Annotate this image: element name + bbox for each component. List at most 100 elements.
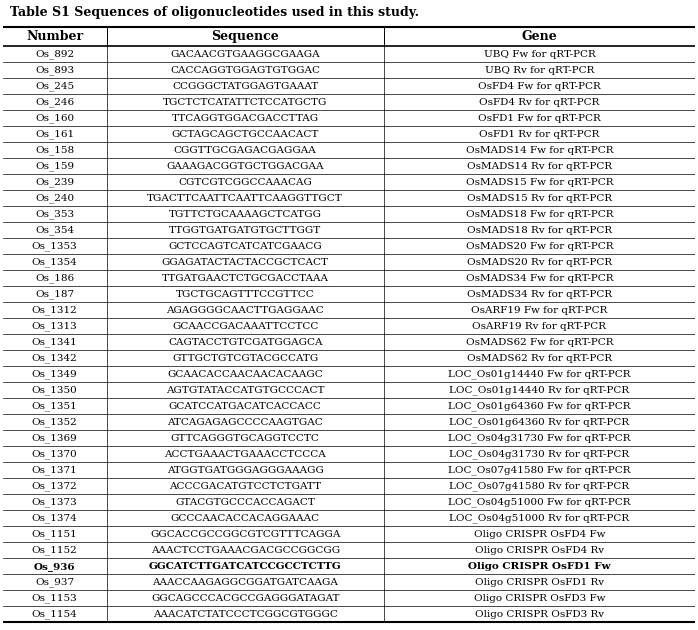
Text: Os_1313: Os_1313 (32, 321, 77, 331)
Text: LOC_Os01g64360 Rv for qRT-PCR: LOC_Os01g64360 Rv for qRT-PCR (450, 418, 630, 427)
Text: AGTGTATACCATGTGCCCACT: AGTGTATACCATGTGCCCACT (166, 386, 325, 395)
Text: Os_1342: Os_1342 (32, 353, 77, 363)
Text: Os_246: Os_246 (35, 97, 74, 107)
Text: GTACGTGCCCACCAGACT: GTACGTGCCCACCAGACT (175, 498, 315, 507)
Text: Oligo CRISPR OsFD1 Rv: Oligo CRISPR OsFD1 Rv (475, 578, 604, 587)
Text: GCATCCATGACATCACCACC: GCATCCATGACATCACCACC (169, 402, 322, 411)
Text: CGTCGTCGGCCAAACAG: CGTCGTCGGCCAAACAG (178, 178, 312, 186)
Text: GCAACCGACAAATTCCTCC: GCAACCGACAAATTCCTCC (172, 322, 318, 331)
Text: UBQ Rv for qRT-PCR: UBQ Rv for qRT-PCR (484, 66, 594, 74)
Text: Os_160: Os_160 (35, 113, 74, 123)
Text: AAACCAAGAGGCGGATGATCAAGA: AAACCAAGAGGCGGATGATCAAGA (152, 578, 338, 587)
Text: OsMADS15 Rv for qRT-PCR: OsMADS15 Rv for qRT-PCR (467, 193, 612, 203)
Text: ACCTGAAACTGAAACCTCCCA: ACCTGAAACTGAAACCTCCCA (164, 450, 326, 459)
Text: OsFD4 Rv for qRT-PCR: OsFD4 Rv for qRT-PCR (480, 98, 600, 106)
Text: UBQ Fw for qRT-PCR: UBQ Fw for qRT-PCR (484, 50, 595, 59)
Text: Oligo CRISPR OsFD3 Rv: Oligo CRISPR OsFD3 Rv (475, 610, 604, 619)
Text: Os_1372: Os_1372 (32, 481, 77, 491)
Text: LOC_Os04g51000 Rv for qRT-PCR: LOC_Os04g51000 Rv for qRT-PCR (450, 513, 630, 523)
Text: Os_1152: Os_1152 (32, 546, 77, 555)
Text: TTGGTGATGATGTGCTTGGT: TTGGTGATGATGTGCTTGGT (169, 226, 321, 234)
Text: CAGTACCTGTCGATGGAGCA: CAGTACCTGTCGATGGAGCA (168, 338, 322, 346)
Text: Os_1371: Os_1371 (32, 466, 77, 475)
Text: AAACTCCTGAAACGACGCCGGCGG: AAACTCCTGAAACGACGCCGGCGG (151, 546, 340, 555)
Text: OsMADS34 Fw for qRT-PCR: OsMADS34 Fw for qRT-PCR (466, 273, 613, 283)
Text: Os_1349: Os_1349 (32, 369, 77, 379)
Text: Table S1 Sequences of oligonucleotides used in this study.: Table S1 Sequences of oligonucleotides u… (10, 6, 419, 19)
Text: OsMADS34 Rv for qRT-PCR: OsMADS34 Rv for qRT-PCR (467, 290, 612, 299)
Text: Os_1374: Os_1374 (32, 513, 77, 523)
Text: GGCAGCCCACGCCGAGGGATAGAT: GGCAGCCCACGCCGAGGGATAGAT (151, 594, 339, 603)
Text: GCTCCAGTCATCATCGAACG: GCTCCAGTCATCATCGAACG (168, 242, 322, 251)
Text: OsFD4 Fw for qRT-PCR: OsFD4 Fw for qRT-PCR (478, 81, 601, 91)
Text: AGAGGGGCAACTTGAGGAAC: AGAGGGGCAACTTGAGGAAC (166, 306, 324, 315)
Text: CGGTTGCGAGACGAGGAA: CGGTTGCGAGACGAGGAA (174, 146, 316, 154)
Text: GAAAGACGGTGCTGGACGAA: GAAAGACGGTGCTGGACGAA (166, 161, 324, 171)
Text: Os_1373: Os_1373 (32, 498, 77, 507)
Text: AAACATCTATCCCTCGGCGTGGGC: AAACATCTATCCCTCGGCGTGGGC (153, 610, 338, 619)
Text: TGCTGCAGTTTCCGTTCC: TGCTGCAGTTTCCGTTCC (176, 290, 315, 299)
Text: GGAGATACTACTACCGCTCACT: GGAGATACTACTACCGCTCACT (162, 258, 329, 266)
Text: TTCAGGTGGACGACCTTAG: TTCAGGTGGACGACCTTAG (172, 113, 319, 123)
Text: OsMADS62 Rv for qRT-PCR: OsMADS62 Rv for qRT-PCR (467, 353, 612, 363)
Text: OsMADS14 Fw for qRT-PCR: OsMADS14 Fw for qRT-PCR (466, 146, 613, 154)
Text: LOC_Os01g14440 Rv for qRT-PCR: LOC_Os01g14440 Rv for qRT-PCR (450, 386, 630, 395)
Text: Os_1352: Os_1352 (32, 418, 77, 427)
Text: Os_1369: Os_1369 (32, 433, 77, 443)
Text: GTTCAGGGTGCAGGTCCTC: GTTCAGGGTGCAGGTCCTC (171, 434, 320, 443)
Text: TTGATGAACTCTGCGACCTAAA: TTGATGAACTCTGCGACCTAAA (162, 273, 329, 283)
Text: GACAACGTGAAGGCGAAGA: GACAACGTGAAGGCGAAGA (170, 50, 320, 59)
Text: OsFD1 Fw for qRT-PCR: OsFD1 Fw for qRT-PCR (478, 113, 601, 123)
Text: Os_1312: Os_1312 (32, 306, 77, 315)
Text: Os_186: Os_186 (35, 273, 74, 283)
Text: OsMADS18 Fw for qRT-PCR: OsMADS18 Fw for qRT-PCR (466, 210, 613, 219)
Text: CACCAGGTGGAGTGTGGAC: CACCAGGTGGAGTGTGGAC (170, 66, 320, 74)
Text: GCTAGCAGCTGCCAACACT: GCTAGCAGCTGCCAACACT (172, 130, 319, 139)
Text: Oligo CRISPR OsFD4 Rv: Oligo CRISPR OsFD4 Rv (475, 546, 604, 555)
Text: LOC_Os07g41580 Rv for qRT-PCR: LOC_Os07g41580 Rv for qRT-PCR (450, 481, 630, 491)
Text: GCAACACCAACAACACAAGC: GCAACACCAACAACACAAGC (168, 370, 323, 379)
Text: LOC_Os04g31730 Rv for qRT-PCR: LOC_Os04g31730 Rv for qRT-PCR (450, 449, 630, 459)
Text: Os_1153: Os_1153 (32, 593, 77, 604)
Text: Os_187: Os_187 (35, 289, 74, 299)
Text: Os_353: Os_353 (35, 209, 74, 219)
Text: Os_936: Os_936 (34, 562, 75, 571)
Text: LOC_Os01g14440 Fw for qRT-PCR: LOC_Os01g14440 Fw for qRT-PCR (448, 369, 631, 379)
Text: Oligo CRISPR OsFD3 Fw: Oligo CRISPR OsFD3 Fw (474, 594, 605, 603)
Text: Os_1351: Os_1351 (32, 401, 77, 411)
Text: TGTTCTGCAAAAGCTCATGG: TGTTCTGCAAAAGCTCATGG (169, 210, 322, 219)
Text: OsARF19 Rv for qRT-PCR: OsARF19 Rv for qRT-PCR (473, 322, 607, 331)
Text: Os_1354: Os_1354 (32, 257, 77, 267)
Text: OsFD1 Rv for qRT-PCR: OsFD1 Rv for qRT-PCR (480, 130, 600, 139)
Text: Os_161: Os_161 (35, 129, 74, 139)
Text: ATCAGAGAGCCCCAAGTGAC: ATCAGAGAGCCCCAAGTGAC (168, 418, 323, 427)
Text: Os_1353: Os_1353 (32, 241, 77, 251)
Text: LOC_Os04g31730 Fw for qRT-PCR: LOC_Os04g31730 Fw for qRT-PCR (448, 433, 631, 443)
Text: Os_159: Os_159 (35, 161, 74, 171)
Text: OsMADS62 Fw for qRT-PCR: OsMADS62 Fw for qRT-PCR (466, 338, 613, 346)
Text: GGCATCTTGATCATCCGCCTCTTG: GGCATCTTGATCATCCGCCTCTTG (149, 562, 341, 571)
Text: Os_245: Os_245 (35, 81, 74, 91)
Text: OsMADS18 Rv for qRT-PCR: OsMADS18 Rv for qRT-PCR (467, 226, 612, 234)
Text: GGCACCGCCGGCGTCGTTTCAGGA: GGCACCGCCGGCGTCGTTTCAGGA (150, 530, 341, 539)
Text: Os_1151: Os_1151 (32, 529, 77, 539)
Text: Os_1370: Os_1370 (32, 449, 77, 459)
Text: LOC_Os07g41580 Fw for qRT-PCR: LOC_Os07g41580 Fw for qRT-PCR (448, 466, 631, 475)
Text: CCGGGCTATGGAGTGAAAT: CCGGGCTATGGAGTGAAAT (172, 81, 318, 91)
Text: TGACTTCAATTCAATTCAAGGTTGCT: TGACTTCAATTCAATTCAAGGTTGCT (147, 193, 343, 203)
Text: ATGGTGATGGGAGGGAAAGG: ATGGTGATGGGAGGGAAAGG (167, 466, 324, 475)
Text: Sequence: Sequence (211, 30, 279, 43)
Text: OsMADS20 Fw for qRT-PCR: OsMADS20 Fw for qRT-PCR (466, 242, 613, 251)
Text: Number: Number (26, 30, 83, 43)
Text: LOC_Os04g51000 Fw for qRT-PCR: LOC_Os04g51000 Fw for qRT-PCR (448, 498, 631, 507)
Text: OsMADS15 Fw for qRT-PCR: OsMADS15 Fw for qRT-PCR (466, 178, 613, 186)
Text: Oligo CRISPR OsFD4 Fw: Oligo CRISPR OsFD4 Fw (474, 530, 605, 539)
Text: LOC_Os01g64360 Fw for qRT-PCR: LOC_Os01g64360 Fw for qRT-PCR (448, 401, 631, 411)
Text: OsMADS14 Rv for qRT-PCR: OsMADS14 Rv for qRT-PCR (467, 161, 612, 171)
Text: TGCTCTCATATTCTCCATGCTG: TGCTCTCATATTCTCCATGCTG (163, 98, 327, 106)
Text: Os_1341: Os_1341 (32, 338, 77, 347)
Text: Os_892: Os_892 (35, 49, 74, 59)
Text: OsMADS20 Rv for qRT-PCR: OsMADS20 Rv for qRT-PCR (467, 258, 612, 266)
Text: GTTGCTGTCGTACGCCATG: GTTGCTGTCGTACGCCATG (172, 353, 318, 363)
Text: ACCCGACATGTCCTCTGATT: ACCCGACATGTCCTCTGATT (169, 482, 321, 491)
